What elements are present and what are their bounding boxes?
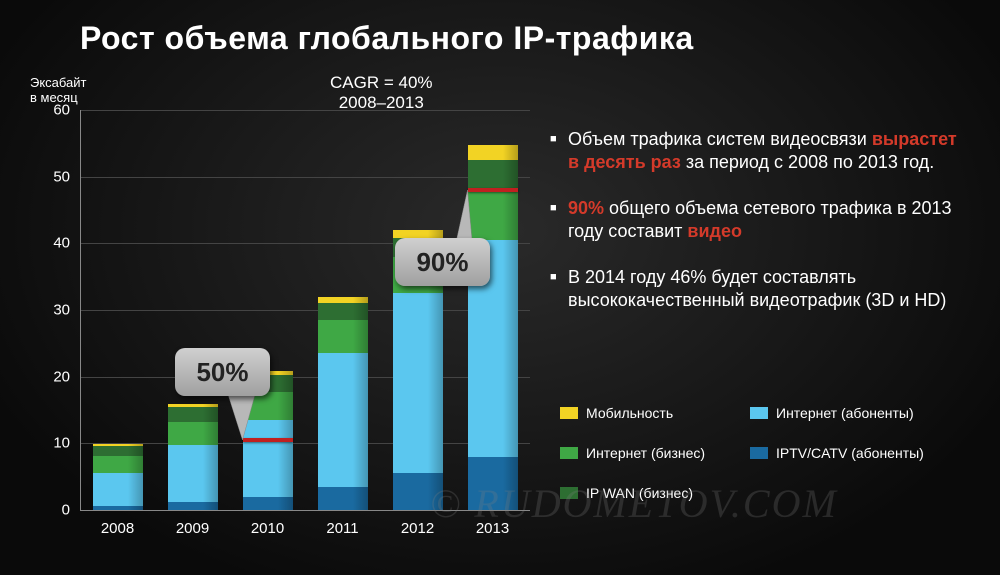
callout-bubble: 50% bbox=[175, 348, 270, 396]
bullet-text: Объем трафика систем видеосвязи bbox=[568, 129, 872, 149]
traffic-chart: 010203040506020082009201020112012201350%… bbox=[80, 110, 530, 510]
legend-swatch bbox=[560, 407, 578, 419]
x-axis bbox=[80, 510, 530, 511]
x-tick-label: 2008 bbox=[101, 520, 134, 537]
bullet-item: Объем трафика систем видеосвязи вырастет… bbox=[550, 128, 970, 175]
bullet-highlight: видео bbox=[687, 221, 742, 241]
y-tick-label: 0 bbox=[40, 502, 70, 519]
x-tick-label: 2011 bbox=[326, 520, 358, 537]
x-tick-label: 2012 bbox=[401, 520, 434, 537]
y-axis-label: Эксабайт в месяц bbox=[30, 75, 87, 105]
slide: Рост объема глобального IP-трафика Эксаб… bbox=[0, 0, 1000, 575]
y-tick-label: 40 bbox=[40, 235, 70, 252]
callout-tails bbox=[80, 110, 530, 510]
legend-item-mobile: Мобильность bbox=[560, 405, 673, 421]
bullet-list: Объем трафика систем видеосвязи вырастет… bbox=[510, 128, 970, 334]
x-tick-label: 2009 bbox=[176, 520, 209, 537]
legend-item-iptv: IPTV/CATV (абоненты) bbox=[750, 445, 924, 461]
legend-swatch bbox=[750, 407, 768, 419]
y-tick-label: 50 bbox=[40, 168, 70, 185]
legend-swatch bbox=[560, 487, 578, 499]
legend-swatch bbox=[560, 447, 578, 459]
x-tick-label: 2010 bbox=[251, 520, 284, 537]
bullet-item: В 2014 году 46% будет составлять высокок… bbox=[550, 266, 970, 313]
legend-label: Интернет (абоненты) bbox=[776, 405, 914, 421]
bullet-text: общего объема сетевого трафика в 2013 го… bbox=[568, 198, 952, 241]
bullet-item: 90% общего объема сетевого трафика в 201… bbox=[550, 197, 970, 244]
legend-item-ibiz: Интернет (бизнес) bbox=[560, 445, 705, 461]
legend-label: Мобильность bbox=[586, 405, 673, 421]
y-tick-label: 20 bbox=[40, 368, 70, 385]
y-tick-label: 60 bbox=[40, 102, 70, 119]
legend-item-ipwan: IP WAN (бизнес) bbox=[560, 485, 693, 501]
legend-item-isub: Интернет (абоненты) bbox=[750, 405, 914, 421]
legend-label: Интернет (бизнес) bbox=[586, 445, 705, 461]
bullet-text: В 2014 году 46% будет составлять высокок… bbox=[568, 267, 946, 310]
x-tick-label: 2013 bbox=[476, 520, 509, 537]
cagr-annotation: CAGR = 40% 2008–2013 bbox=[330, 73, 433, 114]
y-tick-label: 10 bbox=[40, 435, 70, 452]
bullet-text: за период с 2008 по 2013 год. bbox=[681, 152, 934, 172]
legend-label: IPTV/CATV (абоненты) bbox=[776, 445, 924, 461]
bullet-highlight: 90% bbox=[568, 198, 604, 218]
y-tick-label: 30 bbox=[40, 302, 70, 319]
page-title: Рост объема глобального IP-трафика bbox=[80, 20, 694, 57]
legend-swatch bbox=[750, 447, 768, 459]
legend-label: IP WAN (бизнес) bbox=[586, 485, 693, 501]
callout-bubble: 90% bbox=[395, 238, 490, 286]
